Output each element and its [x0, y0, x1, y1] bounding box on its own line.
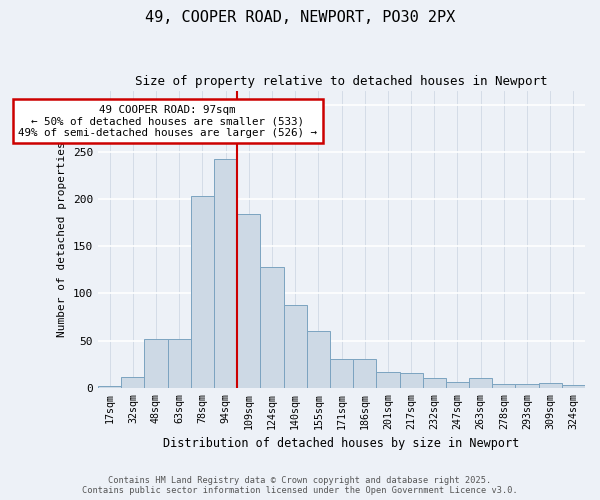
Bar	[422, 378, 446, 388]
Bar	[167, 338, 191, 388]
X-axis label: Distribution of detached houses by size in Newport: Distribution of detached houses by size …	[163, 437, 520, 450]
Bar	[307, 331, 330, 388]
Bar	[400, 372, 422, 388]
Bar	[121, 378, 145, 388]
Bar	[191, 196, 214, 388]
Bar	[260, 267, 284, 388]
Bar	[214, 160, 237, 388]
Bar	[98, 386, 121, 388]
Bar	[353, 360, 376, 388]
Bar	[492, 384, 515, 388]
Bar	[539, 383, 562, 388]
Text: Contains HM Land Registry data © Crown copyright and database right 2025.
Contai: Contains HM Land Registry data © Crown c…	[82, 476, 518, 495]
Bar	[284, 305, 307, 388]
Text: 49, COOPER ROAD, NEWPORT, PO30 2PX: 49, COOPER ROAD, NEWPORT, PO30 2PX	[145, 10, 455, 25]
Bar	[446, 382, 469, 388]
Bar	[330, 360, 353, 388]
Bar	[515, 384, 539, 388]
Y-axis label: Number of detached properties: Number of detached properties	[58, 142, 67, 337]
Bar	[376, 372, 400, 388]
Title: Size of property relative to detached houses in Newport: Size of property relative to detached ho…	[135, 75, 548, 88]
Text: 49 COOPER ROAD: 97sqm
← 50% of detached houses are smaller (533)
49% of semi-det: 49 COOPER ROAD: 97sqm ← 50% of detached …	[18, 104, 317, 138]
Bar	[237, 214, 260, 388]
Bar	[562, 385, 585, 388]
Bar	[469, 378, 492, 388]
Bar	[145, 338, 167, 388]
